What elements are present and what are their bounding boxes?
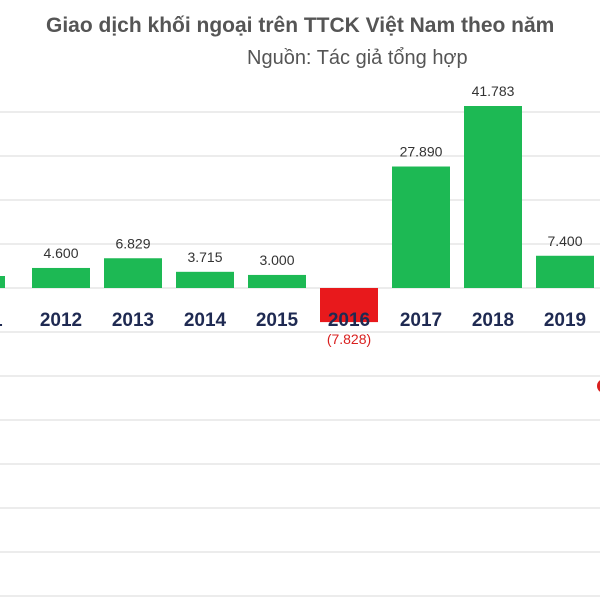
category-label-2015: 2015 bbox=[256, 310, 299, 331]
data-label-2017: 27.890 bbox=[400, 144, 443, 160]
cropped-marker-right bbox=[597, 380, 600, 392]
data-label-2016: (7.828) bbox=[327, 331, 371, 347]
data-label-2013: 6.829 bbox=[115, 235, 150, 251]
category-label-2017: 2017 bbox=[400, 310, 442, 331]
data-label-2012: 4.600 bbox=[43, 245, 78, 261]
category-label-2012: 2012 bbox=[40, 310, 82, 331]
category-label-2018: 2018 bbox=[472, 310, 514, 331]
bar-2019 bbox=[536, 255, 594, 288]
category-label-2016: 2016 bbox=[328, 310, 370, 331]
bar-2015 bbox=[248, 274, 306, 288]
chart-subtitle: Nguồn: Tác giả tổng hợp bbox=[247, 47, 468, 69]
data-label-2018: 41.783 bbox=[472, 83, 515, 99]
bar-2013 bbox=[104, 258, 162, 288]
data-label-2014: 3.715 bbox=[187, 249, 222, 265]
bar-2018 bbox=[464, 106, 522, 288]
bar-cropped-left bbox=[0, 276, 5, 288]
bar-2016 bbox=[320, 288, 378, 323]
bar-2017 bbox=[392, 166, 450, 288]
bar-2012 bbox=[32, 267, 90, 288]
category-label-2013: 2013 bbox=[112, 310, 154, 331]
category-label-2019: 2019 bbox=[544, 310, 586, 331]
data-label-2019: 7.400 bbox=[547, 233, 582, 249]
data-label-2015: 3.000 bbox=[259, 252, 294, 268]
bar-2014 bbox=[176, 271, 234, 288]
category-label-cropped-left: 1 bbox=[0, 310, 3, 331]
category-label-2014: 2014 bbox=[184, 310, 227, 331]
chart-title: Giao dịch khối ngoại trên TTCK Việt Nam … bbox=[46, 14, 555, 37]
